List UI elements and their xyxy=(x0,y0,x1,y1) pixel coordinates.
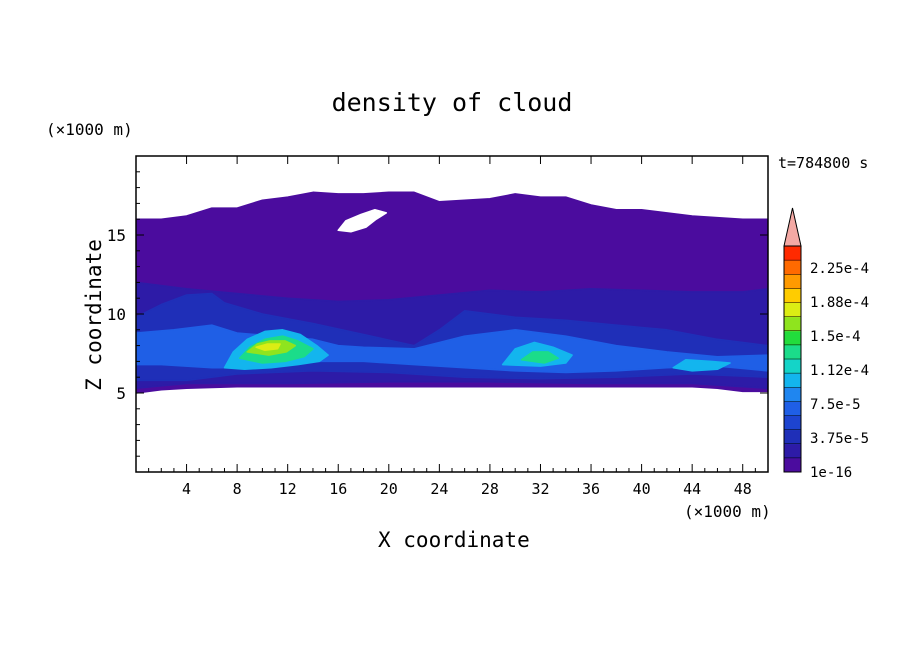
colorbar-swatch xyxy=(784,316,801,332)
time-label: t=784800 s xyxy=(778,154,869,172)
x-tick-label: 28 xyxy=(481,480,499,498)
chart-title: density of cloud xyxy=(331,88,573,117)
colorbar-label: 1.5e-4 xyxy=(810,329,861,345)
colorbar-swatch xyxy=(784,387,801,402)
x-tick-label: 24 xyxy=(430,480,448,498)
y-axis-unit: (×1000 m) xyxy=(46,120,133,139)
x-axis-unit: (×1000 m) xyxy=(684,502,771,521)
colorbar-label: 1.88e-4 xyxy=(810,295,869,311)
x-tick-label: 12 xyxy=(279,480,297,498)
x-tick-label: 16 xyxy=(329,480,347,498)
colorbar-swatch xyxy=(784,443,801,459)
colorbar-swatch xyxy=(784,457,801,473)
colorbar-label: 1.12e-4 xyxy=(810,363,869,379)
x-tick-label: 36 xyxy=(582,480,600,498)
colorbar-swatch xyxy=(784,330,801,346)
contour-region-8 xyxy=(255,343,281,352)
colorbar-label: 2.25e-4 xyxy=(810,261,869,277)
x-tick-label: 4 xyxy=(182,480,191,498)
colorbar-swatch xyxy=(784,260,801,275)
colorbar-swatch xyxy=(784,344,801,360)
colorbar-swatch xyxy=(784,274,801,289)
y-tick-label: 10 xyxy=(107,305,126,324)
x-tick-label: 20 xyxy=(380,480,398,498)
x-tick-label: 40 xyxy=(633,480,651,498)
colorbar: 2.25e-4 1.88e-4 1.5e-4 1.12e-4 7.5e-5 3.75e-5… xyxy=(783,207,869,481)
contour-region-1 xyxy=(337,208,388,233)
y-tick-label: 15 xyxy=(107,226,126,245)
x-tick-label: 44 xyxy=(683,480,701,498)
contour-region-11 xyxy=(672,359,731,372)
x-tick-label: 8 xyxy=(233,480,242,498)
colorbar-swatch xyxy=(784,429,801,445)
colorbar-swatch xyxy=(784,373,801,388)
colorbar-over-arrow xyxy=(783,207,802,247)
y-tick-label: 5 xyxy=(116,384,126,403)
colorbar-swatch xyxy=(784,401,801,416)
colorbar-swatch xyxy=(784,359,801,374)
colorbar-swatch xyxy=(784,246,801,261)
colorbar-swatch xyxy=(784,415,801,431)
colorbar-label: 3.75e-5 xyxy=(810,431,869,447)
x-tick-label: 32 xyxy=(531,480,549,498)
colorbar-label: 1e-16 xyxy=(810,465,852,481)
colorbar-swatch xyxy=(784,302,801,318)
contour-fill-group xyxy=(136,191,768,394)
colorbar-label: 7.5e-5 xyxy=(810,397,861,413)
y-axis-ticks: 5 10 15 xyxy=(107,171,768,457)
x-axis-label: X coordinate xyxy=(378,528,530,552)
contour-region-10 xyxy=(520,351,559,364)
x-axis-ticks: 4 8 12 16 20 24 28 32 36 40 44 48 xyxy=(148,156,756,498)
colorbar-swatch xyxy=(784,288,801,303)
x-tick-label: 48 xyxy=(734,480,752,498)
